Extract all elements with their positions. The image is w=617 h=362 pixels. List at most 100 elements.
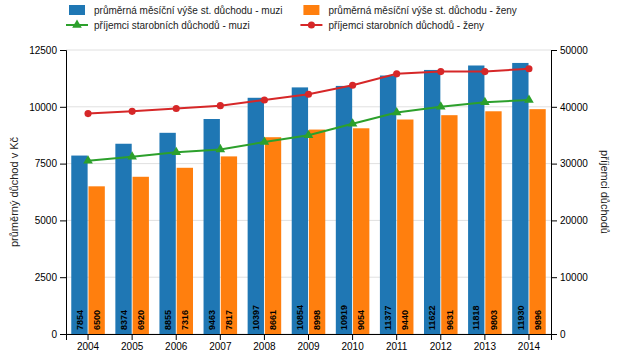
tick-label: 2014 <box>518 341 541 352</box>
tick: 10000 <box>551 272 588 283</box>
tick-mark <box>60 50 66 51</box>
tick-label: 30000 <box>560 158 588 169</box>
marker <box>216 144 226 152</box>
tick-label: 0 <box>560 329 566 340</box>
legend-label: příjemci starobních důchodů - muzi <box>94 20 250 31</box>
tick-mark <box>220 334 221 340</box>
tick-mark <box>60 107 66 108</box>
tick-label: 10000 <box>560 272 588 283</box>
grid <box>66 50 551 334</box>
marker <box>171 147 181 155</box>
tick: 30000 <box>551 158 588 169</box>
tick-mark <box>264 334 265 340</box>
tick: 2011 <box>386 334 408 352</box>
data-label: 6920 <box>136 310 146 330</box>
bar-series <box>88 109 545 334</box>
data-label: 9896 <box>533 310 543 330</box>
tick-label: 5000 <box>35 215 58 226</box>
tick: 12500 <box>29 45 66 56</box>
tick-label: 2004 <box>77 341 100 352</box>
marker <box>349 82 356 89</box>
legend-marker <box>308 21 315 28</box>
data-label: 8661 <box>268 310 278 330</box>
tick-mark <box>132 334 133 340</box>
bar <box>485 111 501 334</box>
data-label: 9440 <box>400 310 410 330</box>
tick: 2012 <box>430 334 453 352</box>
bar <box>177 168 193 334</box>
data-label: 6500 <box>92 310 102 330</box>
tick: 50000 <box>551 45 588 56</box>
line <box>88 69 529 114</box>
marker <box>480 97 490 105</box>
legend-swatch <box>69 5 85 15</box>
legend-label: průměrná měsíční výše st. důchodu - ženy <box>328 5 516 16</box>
bar <box>159 133 175 334</box>
tick-mark <box>551 277 557 278</box>
marker <box>393 70 400 77</box>
legend: průměrná měsíční výše st. důchodu - muzi… <box>66 5 517 31</box>
data-label: 8998 <box>312 310 322 330</box>
data-label: 11377 <box>383 305 393 330</box>
tick-label: 2011 <box>386 341 408 352</box>
legend-item: příjemci starobních důchodů - muzi <box>66 19 250 30</box>
tick: 2007 <box>209 334 232 352</box>
data-label: 8374 <box>119 310 129 330</box>
tick-mark <box>60 164 66 165</box>
tick-label: 2010 <box>341 341 364 352</box>
tick: 40000 <box>551 102 588 113</box>
legend-item: příjemci starobních důchodů - ženy <box>300 20 484 31</box>
data-label: 7817 <box>224 310 234 330</box>
tick-mark <box>551 334 557 335</box>
tick-label: 2013 <box>474 341 497 352</box>
axis: 0 10000 20000 30000 40000 50000 <box>551 45 588 340</box>
bar <box>309 130 325 334</box>
data-label: 9463 <box>207 310 217 330</box>
tick-label: 2012 <box>430 341 453 352</box>
marker <box>348 118 358 126</box>
tick-mark <box>308 334 309 340</box>
bar <box>336 86 352 334</box>
legend-item: průměrná měsíční výše st. důchodu - ženy <box>303 5 516 16</box>
tick: 0 <box>551 329 566 340</box>
marker <box>524 94 534 102</box>
grid-line <box>66 50 551 51</box>
axis-title: průměrný důchod v Kč <box>8 136 20 247</box>
marker <box>217 102 224 109</box>
marker <box>173 105 180 112</box>
tick-label: 12500 <box>29 45 57 56</box>
tick-mark <box>60 220 66 221</box>
legend-label: průměrná měsíční výše st. důchodu - muzi <box>94 5 282 16</box>
bar <box>353 128 369 334</box>
tick-label: 50000 <box>560 45 588 56</box>
chart: průměrná měsíční výše st. důchodu - muzi… <box>0 0 617 362</box>
marker <box>437 68 444 75</box>
axis-line <box>60 51 67 335</box>
plot-area <box>71 63 545 334</box>
marker <box>304 130 314 138</box>
data-label: 9803 <box>489 310 499 330</box>
tick-mark <box>551 220 557 221</box>
tick-label: 7500 <box>35 158 58 169</box>
bar <box>397 120 413 334</box>
legend-marker <box>72 19 82 27</box>
bar <box>265 137 281 334</box>
marker <box>525 65 532 72</box>
tick-label: 0 <box>51 329 57 340</box>
tick: 2005 <box>121 334 144 352</box>
tick-label: 2500 <box>35 272 58 283</box>
tick: 2013 <box>474 334 497 352</box>
tick: 0 <box>51 329 66 340</box>
data-labels: 7854837488559463103971085410919113771162… <box>75 305 543 330</box>
tick: 2500 <box>35 272 66 283</box>
tick: 5000 <box>35 215 66 226</box>
bar <box>221 156 237 334</box>
tick: 20000 <box>551 215 588 226</box>
data-label: 10397 <box>251 305 261 330</box>
tick-mark <box>88 334 89 340</box>
tick-label: 2006 <box>165 341 188 352</box>
tick-label: 2007 <box>209 341 232 352</box>
data-label: 8855 <box>163 310 173 330</box>
marker <box>129 108 136 115</box>
marker <box>83 155 93 163</box>
